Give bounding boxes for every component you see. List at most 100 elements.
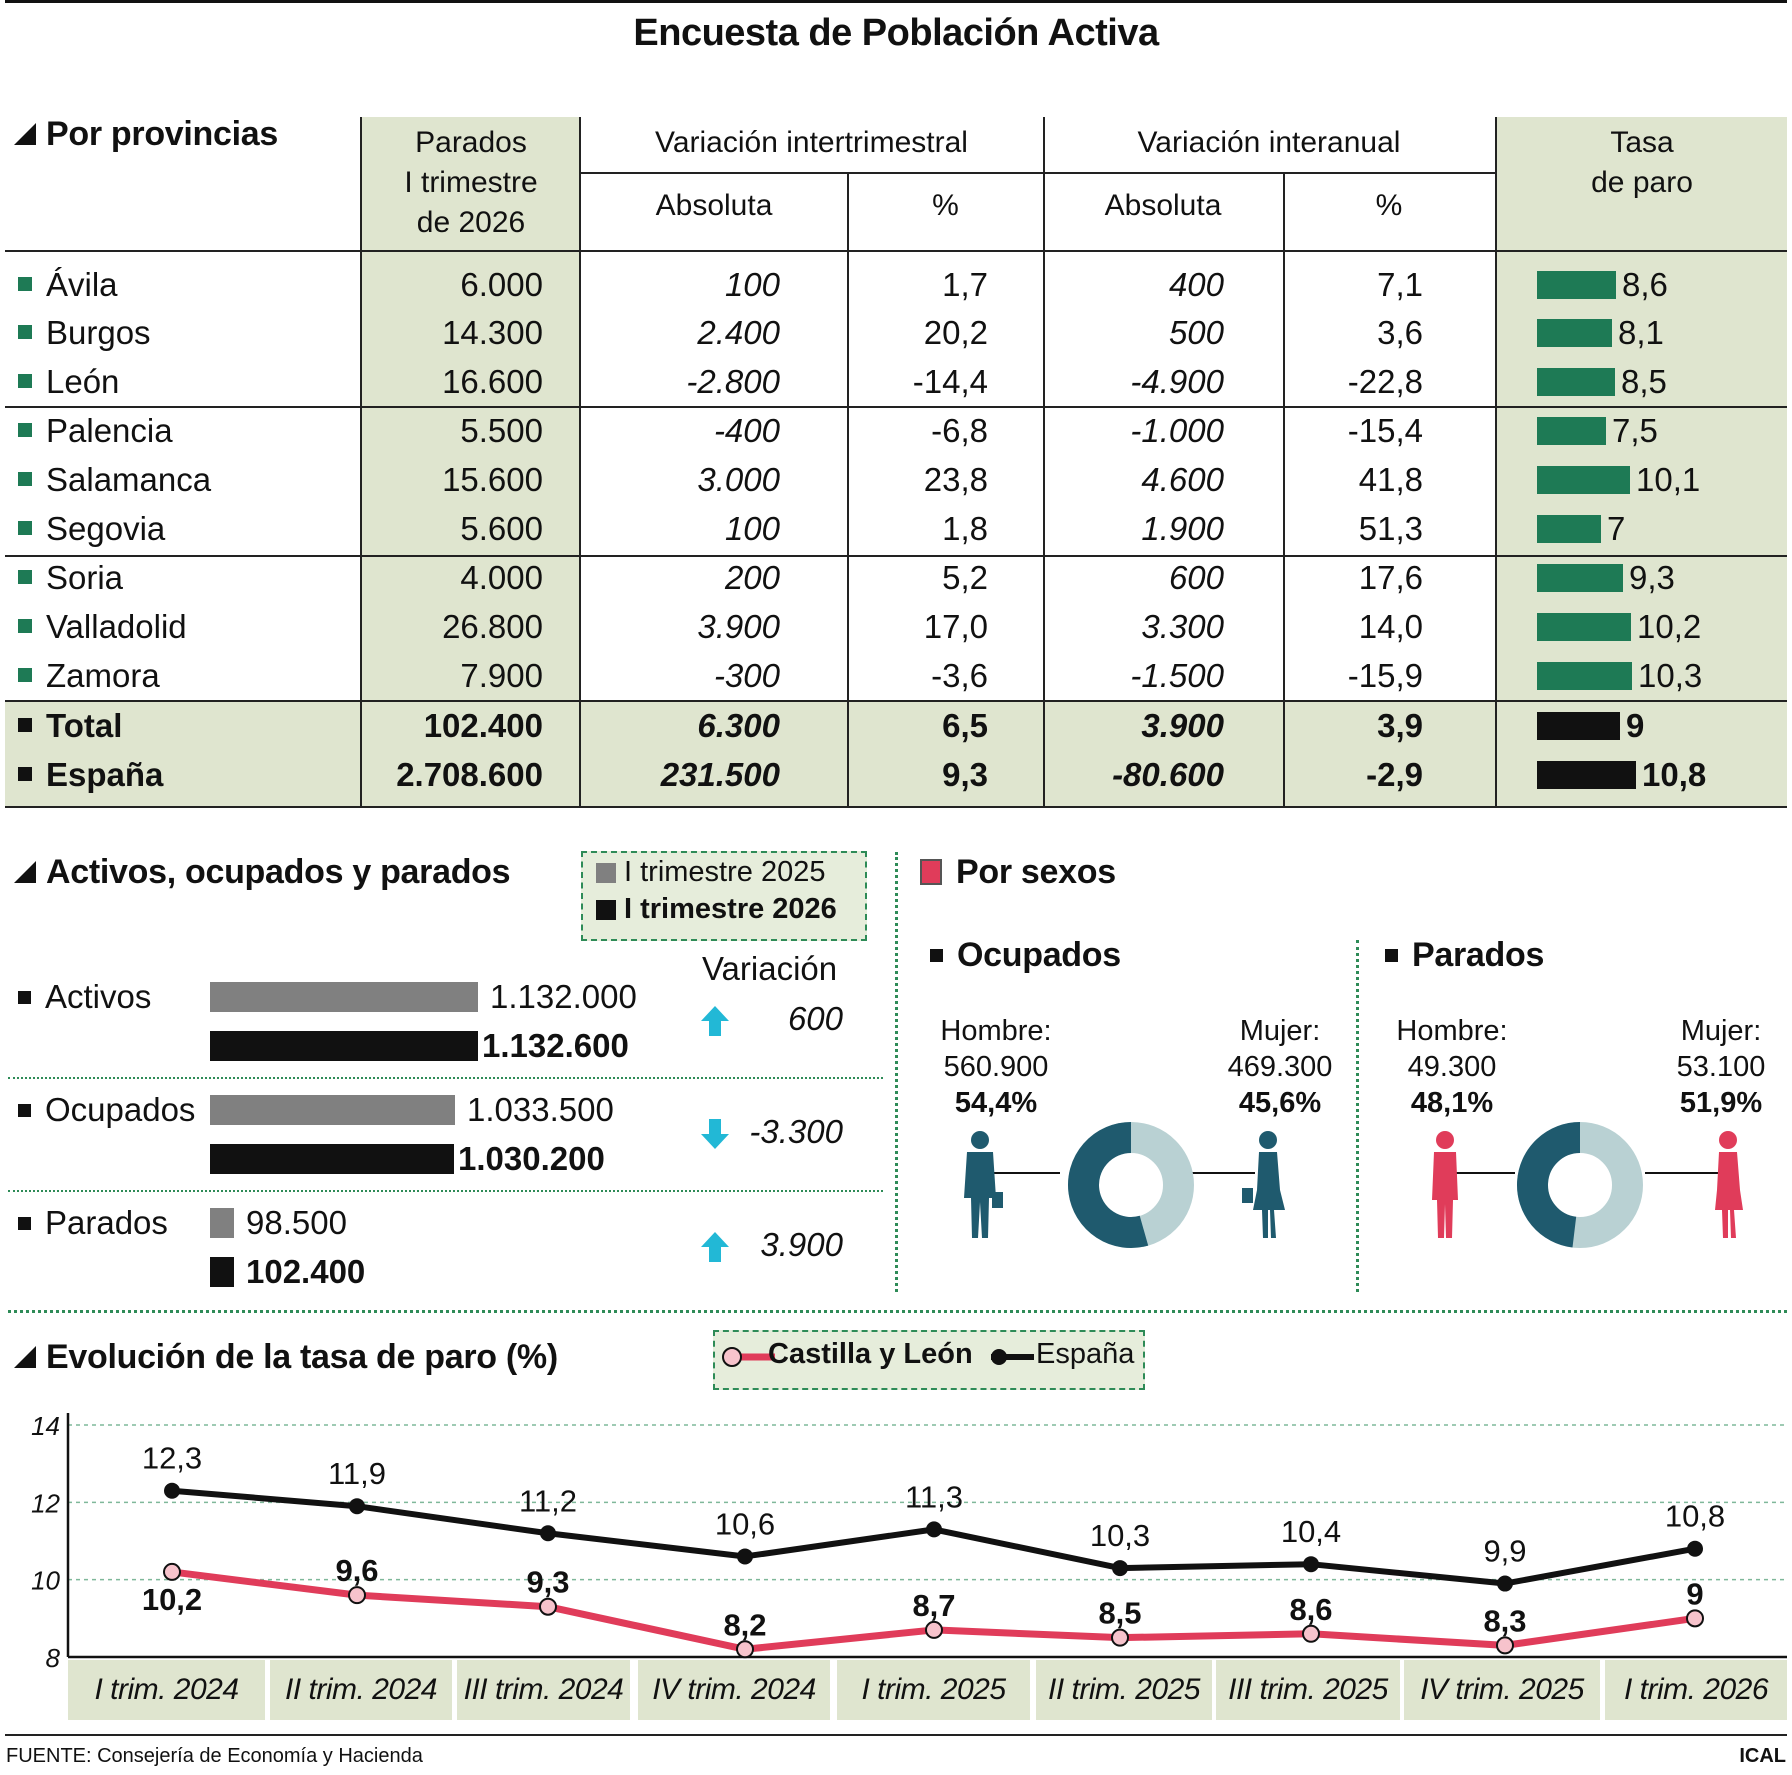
point-espana	[349, 1498, 365, 1515]
point-espana	[164, 1482, 180, 1499]
value-2026: 102.400	[246, 1253, 366, 1290]
point-espana	[926, 1521, 942, 1538]
variacion-value: 600	[787, 1000, 843, 1037]
row-name: León	[18, 357, 119, 406]
cell-it-absoluta: 2.400	[697, 314, 780, 351]
data-label-castilla: 8,6	[1289, 1592, 1332, 1627]
value-2026: 1.132.600	[482, 1027, 629, 1064]
data-label-castilla: 9	[1686, 1576, 1703, 1611]
tasa-bar	[1537, 466, 1630, 494]
parados-hombre-block: Hombre: 49.300 48,1%	[1396, 1015, 1508, 1119]
y-tick-label: 8	[46, 1643, 61, 1673]
donut-segment-hombre	[1517, 1122, 1581, 1248]
table-divider	[360, 117, 362, 807]
table-rule	[580, 172, 1495, 174]
tasa-value: 9,3	[1629, 559, 1675, 596]
cell-ia-pct: 41,8	[1358, 461, 1423, 498]
tasa-value: 10,3	[1638, 657, 1703, 694]
data-label-espana: 10,6	[715, 1506, 775, 1541]
value-2025: 1.033.500	[467, 1091, 614, 1128]
point-espana	[1497, 1575, 1513, 1592]
cell-parados: 6.000	[460, 266, 543, 303]
table-rule	[5, 700, 1787, 702]
table-rule	[5, 806, 1787, 808]
legend-swatch	[596, 863, 616, 883]
cell-it-pct: 1,7	[942, 266, 988, 303]
tasa-value: 10,8	[1642, 756, 1707, 793]
bullet-icon	[18, 374, 32, 388]
row-label: Activos	[18, 978, 151, 1016]
data-label-espana: 9,9	[1483, 1534, 1526, 1569]
arrow-down-icon	[701, 1119, 729, 1149]
cell-ia-absoluta: -1.500	[1130, 657, 1224, 694]
tasa-bar	[1537, 613, 1631, 641]
data-label-castilla: 10,2	[142, 1582, 202, 1617]
data-label-espana: 12,3	[142, 1441, 202, 1476]
point-castilla	[348, 1586, 366, 1605]
dotted-separator	[1356, 940, 1359, 1292]
activos-legend	[581, 851, 867, 941]
data-label-castilla: 9,3	[526, 1565, 569, 1600]
data-label-castilla: 8,3	[1483, 1603, 1526, 1638]
cell-ia-absoluta: 500	[1168, 314, 1224, 351]
x-tick-label: IV trim. 2025	[1420, 1673, 1584, 1706]
x-tick-label: III trim. 2024	[463, 1673, 624, 1706]
tasa-value: 8,6	[1622, 266, 1668, 303]
cell-it-pct: 9,3	[942, 756, 988, 793]
totals-shade	[5, 701, 1787, 807]
tasa-value: 8,1	[1618, 314, 1664, 351]
footer-rule	[5, 1734, 1787, 1736]
header-interanual: Variación interanual	[1137, 126, 1401, 159]
table-row: Zamora 7.900 -300 -3,6 -1.500 -15,9 10,3	[0, 651, 1792, 700]
cell-it-pct: 20,2	[923, 314, 988, 351]
dotted-separator	[8, 1190, 883, 1192]
table-row: Palencia 5.500 -400 -6,8 -1.000 -15,4 7,5	[0, 406, 1792, 455]
point-castilla	[1111, 1628, 1129, 1647]
bar-2026	[210, 1031, 478, 1061]
legend-espana-marker	[991, 1349, 1034, 1365]
tasa-column-shade	[1497, 117, 1787, 807]
tasa-bar	[1537, 662, 1632, 690]
bullet-icon	[18, 325, 32, 339]
point-castilla	[1496, 1636, 1514, 1655]
header-ia-absoluta: Absoluta	[1104, 189, 1222, 222]
row-name: Burgos	[18, 308, 151, 357]
man-icon	[964, 1131, 1003, 1238]
table-row: Burgos 14.300 2.400 20,2 500 3,6 8,1	[0, 308, 1792, 357]
parados-donut-chart	[1517, 1122, 1643, 1248]
point-espana	[540, 1525, 556, 1542]
cell-it-pct: -3,6	[931, 657, 988, 694]
cell-parados: 7.900	[460, 657, 543, 694]
x-tick-label: II trim. 2024	[285, 1673, 437, 1706]
cell-it-pct: 1,8	[942, 510, 988, 547]
data-label-espana: 10,8	[1665, 1499, 1725, 1534]
row-name: Palencia	[18, 406, 173, 455]
bullet-icon	[18, 472, 32, 486]
tasa-value: 7	[1607, 510, 1626, 547]
woman-icon	[1715, 1131, 1743, 1238]
table-row: Valladolid 26.800 3.900 17,0 3.300 14,0 10,2	[0, 602, 1792, 651]
ocupados-mujer-block: Mujer: 469.300 45,6%	[1227, 1015, 1333, 1119]
cell-parados: 5.500	[460, 412, 543, 449]
data-label-espana: 11,3	[905, 1479, 963, 1514]
header-it-pct: %	[932, 189, 959, 222]
x-axis-band	[1404, 1660, 1600, 1720]
bar-2026	[210, 1144, 454, 1174]
data-label-castilla: 8,5	[1098, 1596, 1141, 1631]
table-divider	[847, 172, 849, 807]
point-espana	[737, 1548, 753, 1565]
cell-it-pct: 23,8	[923, 461, 988, 498]
bullet-icon	[18, 991, 31, 1004]
cell-it-absoluta: -300	[713, 657, 780, 694]
cell-ia-absoluta: -1.000	[1130, 412, 1224, 449]
row-name: Total	[18, 701, 122, 750]
bullet-icon	[18, 1217, 31, 1230]
cell-ia-absoluta: -4.900	[1130, 363, 1224, 400]
arrow-up-icon	[701, 1006, 729, 1036]
legend-2025: I trimestre 2025	[596, 856, 825, 889]
tasa-bar	[1537, 319, 1612, 347]
bullet-icon	[930, 949, 943, 962]
cell-it-pct: -14,4	[912, 363, 988, 400]
table-row: Ávila 6.000 100 1,7 400 7,1 8,6	[0, 260, 1792, 309]
